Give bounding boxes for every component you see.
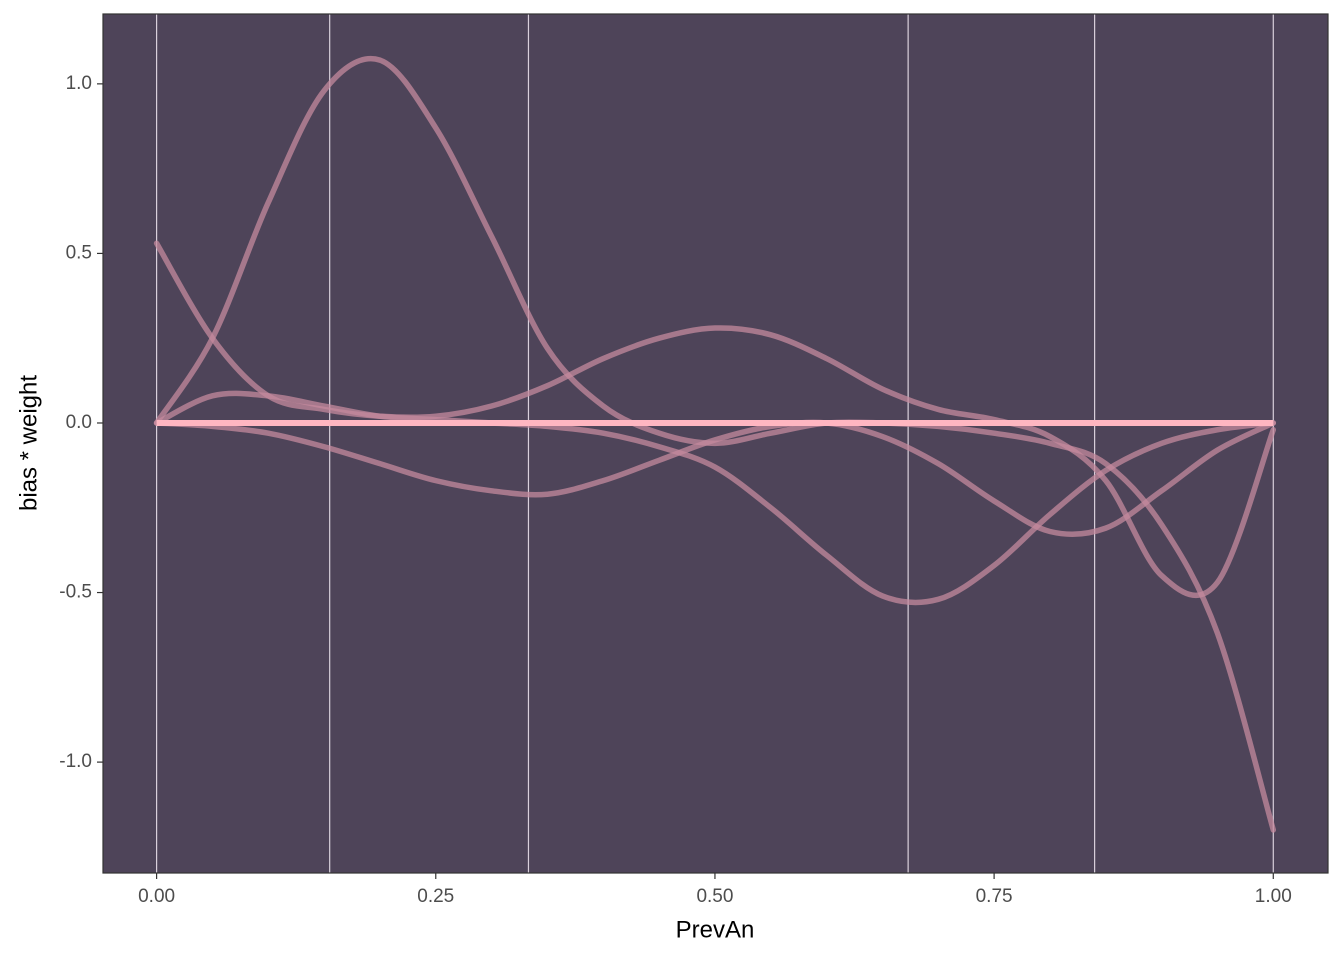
y-tick-label: 1.0 xyxy=(66,73,92,94)
x-tick-label: 0.25 xyxy=(417,886,454,907)
y-tick-label: 0.0 xyxy=(66,412,92,433)
x-tick-label: 1.00 xyxy=(1255,886,1292,907)
x-tick-label: 0.75 xyxy=(976,886,1013,907)
y-axis-title: bias * weight xyxy=(15,375,42,511)
y-tick-label: -1.0 xyxy=(59,751,92,772)
x-tick-label: 0.50 xyxy=(696,886,733,907)
y-tick-label: 0.5 xyxy=(66,242,92,263)
line xyxy=(153,240,1277,598)
y-tick-label: -0.5 xyxy=(59,582,92,603)
x-axis-title: PrevAn xyxy=(676,916,755,943)
line xyxy=(153,390,1277,606)
x-tick-label: 0.00 xyxy=(138,886,175,907)
line xyxy=(153,55,1277,833)
panel-border xyxy=(102,13,1329,874)
line xyxy=(153,419,1277,537)
